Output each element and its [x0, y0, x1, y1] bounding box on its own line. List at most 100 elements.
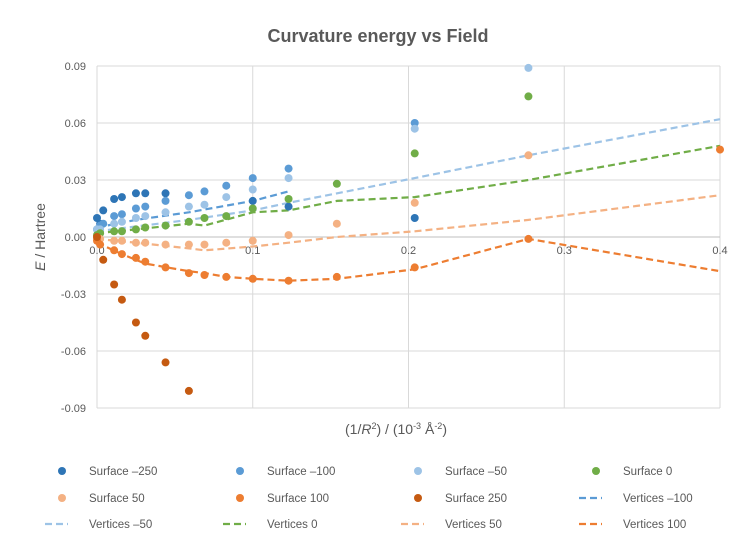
y-axis-label-unit: / Hartree [32, 203, 48, 262]
data-point [184, 217, 193, 226]
data-point [284, 276, 293, 285]
data-point [184, 269, 193, 278]
legend-label: Surface –100 [267, 466, 335, 478]
data-point [131, 189, 140, 198]
legend-label: Surface 250 [445, 493, 507, 505]
data-point [332, 179, 341, 188]
x-axis-label: (1/R2) / (10-3 Å-2) [345, 421, 447, 437]
data-point [99, 255, 108, 264]
data-point [248, 274, 257, 283]
x-tick-label: 0.3 [557, 245, 572, 257]
data-point [222, 272, 231, 281]
data-point [410, 124, 419, 133]
data-point [248, 174, 257, 183]
y-tick-label: -0.03 [61, 289, 86, 301]
data-point [161, 208, 170, 217]
data-point [131, 318, 140, 327]
data-point [131, 214, 140, 222]
data-point [410, 263, 419, 272]
x-axis-label-part: Å [421, 421, 435, 437]
legend-point-marker [592, 467, 600, 475]
data-point [184, 386, 193, 395]
data-point [284, 195, 293, 203]
x-axis-label-part: 2 [371, 421, 376, 431]
y-tick-label: -0.09 [61, 403, 86, 415]
legend-label: Vertices 0 [267, 519, 318, 531]
data-point [117, 295, 126, 304]
data-point [110, 236, 119, 245]
x-axis-label-part: R [361, 421, 371, 437]
data-point [222, 193, 231, 202]
legend-point-marker [236, 494, 244, 502]
x-axis-label-part: ) / (10 [376, 421, 413, 437]
data-point [248, 196, 257, 205]
series-points [93, 63, 724, 395]
data-point [184, 202, 193, 211]
legend-label: Vertices 100 [623, 519, 686, 531]
series-line [96, 144, 721, 235]
data-point [332, 219, 341, 228]
x-tick-label: 0.1 [245, 245, 260, 257]
data-point [117, 227, 126, 236]
legend-point-marker [58, 467, 66, 475]
data-point [222, 212, 231, 221]
data-point [110, 280, 119, 289]
data-point [99, 206, 108, 215]
data-point [222, 238, 231, 247]
legend-label: Surface –50 [445, 466, 507, 478]
data-point [110, 212, 119, 221]
x-axis-label-part: -2 [434, 421, 442, 431]
data-point [222, 181, 231, 190]
data-point [410, 149, 419, 158]
data-point [284, 164, 293, 173]
legend-label: Vertices –100 [623, 493, 693, 505]
data-point [117, 210, 126, 219]
data-point [184, 191, 193, 200]
data-point [131, 204, 140, 213]
x-tick-label: 0.4 [712, 245, 727, 257]
y-tick-label: 0.00 [65, 232, 86, 244]
legend-label: Vertices 50 [445, 519, 502, 531]
data-point [110, 227, 119, 236]
data-point [131, 225, 140, 234]
legend-label: Surface –250 [89, 466, 157, 478]
data-point [524, 63, 533, 72]
data-point [141, 257, 150, 266]
legend-label: Surface 100 [267, 493, 329, 505]
legend-point-marker [58, 494, 66, 502]
chart-title: Curvature energy vs Field [267, 26, 488, 46]
data-point [141, 238, 150, 247]
legend-label: Vertices –50 [89, 519, 152, 531]
data-point [410, 198, 419, 207]
data-point [96, 240, 105, 249]
data-point [410, 119, 419, 127]
data-point [110, 219, 119, 228]
data-point [248, 236, 257, 245]
data-point [141, 202, 150, 211]
y-tick-label: -0.06 [61, 346, 86, 358]
data-point [248, 185, 257, 194]
y-tick-label: 0.09 [65, 61, 86, 73]
data-point [117, 250, 126, 259]
x-axis-label-part: (1/ [345, 421, 361, 437]
data-point [200, 240, 209, 249]
data-point [284, 231, 293, 240]
data-point [332, 272, 341, 281]
data-point [524, 234, 533, 243]
y-axis-label: E / Hartree [32, 203, 48, 271]
data-point [141, 331, 150, 340]
legend-point-marker [414, 467, 422, 475]
data-point [161, 196, 170, 205]
data-point [141, 223, 150, 232]
data-point [93, 233, 101, 241]
data-point [184, 240, 193, 249]
data-point [117, 236, 126, 245]
legend-label: Surface 0 [623, 466, 672, 478]
data-point [284, 174, 293, 183]
data-point [117, 193, 126, 202]
data-point [200, 271, 209, 279]
data-point [161, 189, 170, 198]
data-point [131, 238, 140, 247]
data-point [161, 240, 170, 249]
